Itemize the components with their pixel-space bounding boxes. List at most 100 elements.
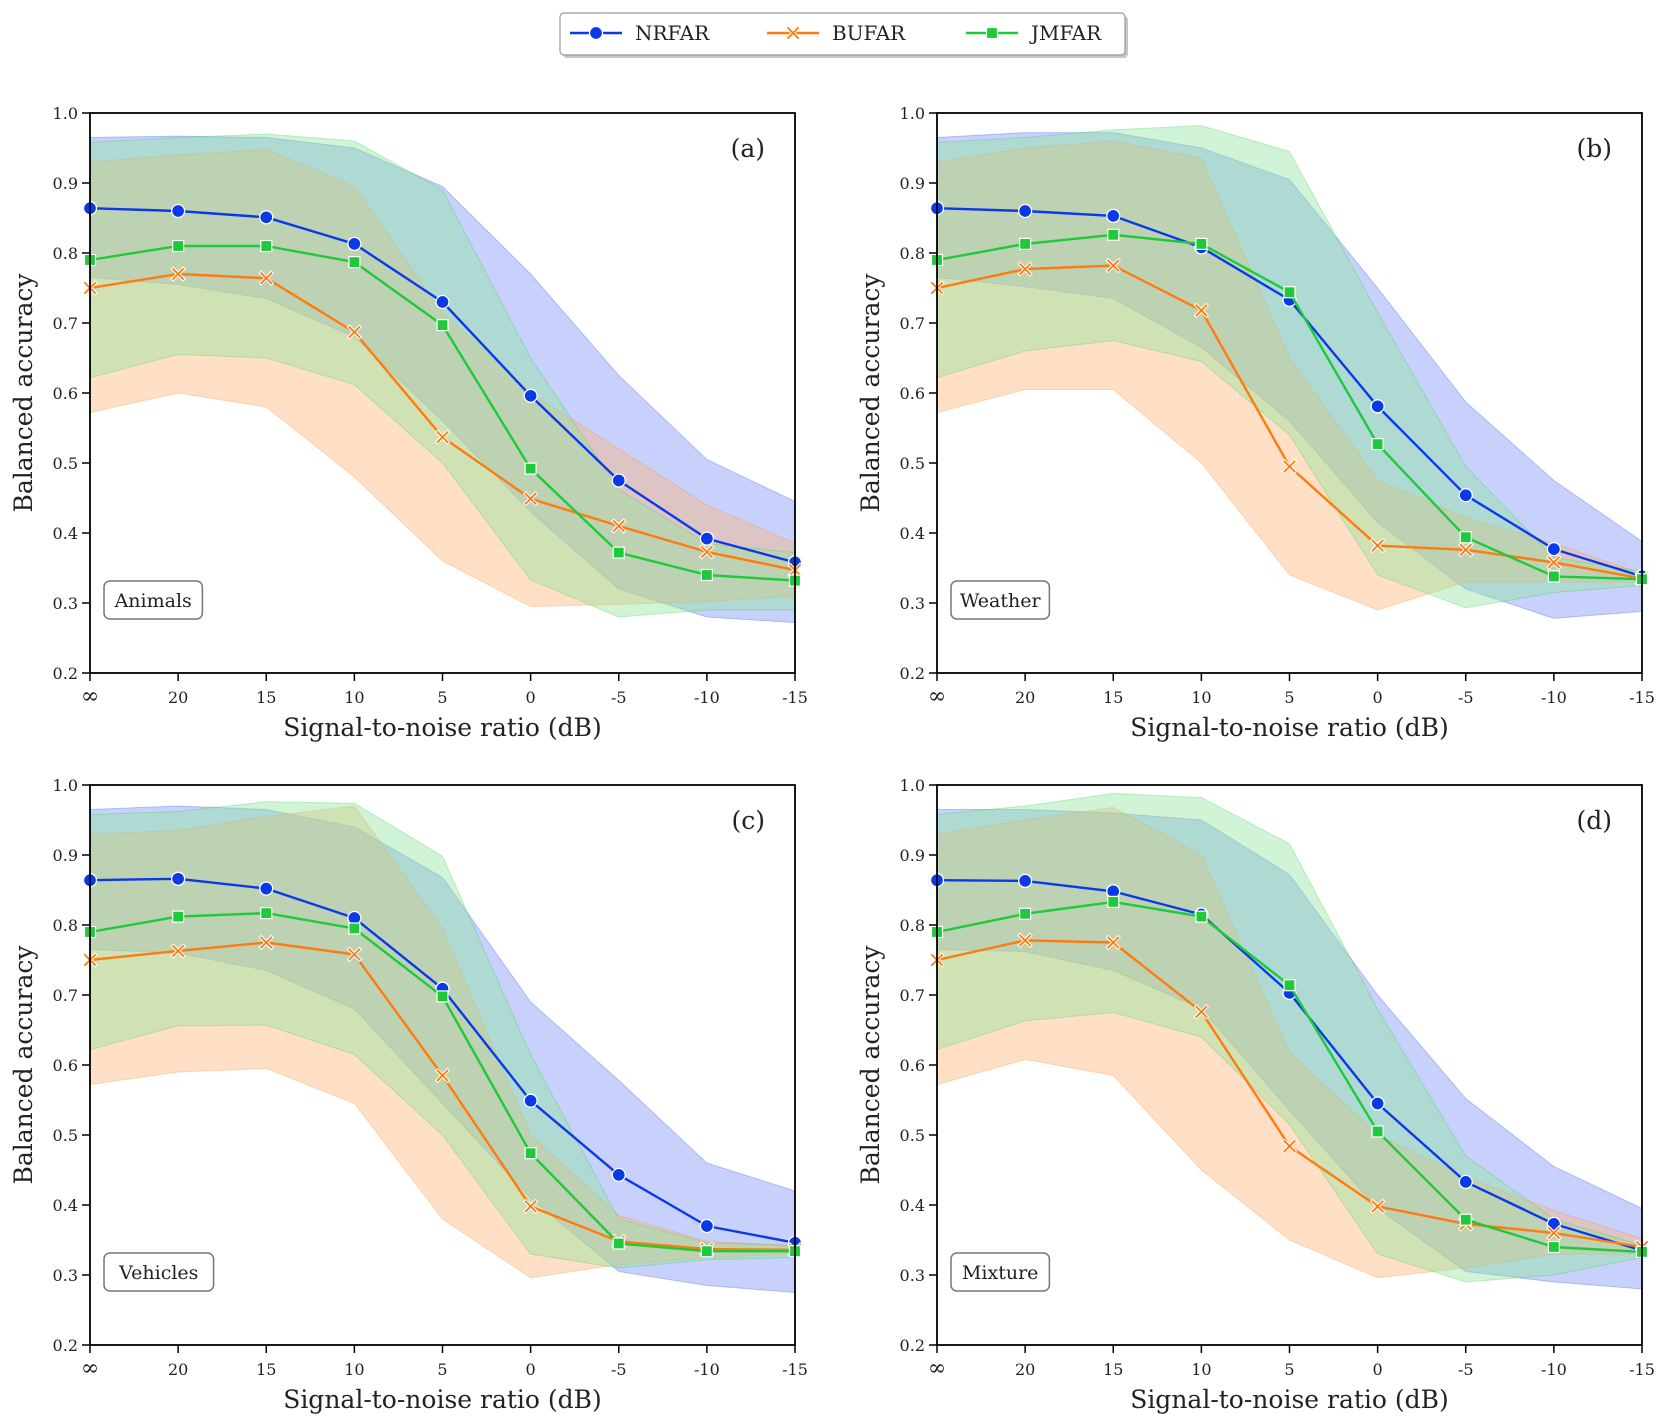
panel-a-point-nrfar-3 [347, 236, 362, 252]
panel-b: 0.2 0.3 0.4 0.5 0.6 0.7 0.8 0.9 1.0 ∞ 20 15 10 5 0 -5 -1… [856, 104, 1655, 742]
panel-b-category-text: Weather [960, 590, 1042, 612]
panel-d-y-tick-label: 0.8 [900, 916, 925, 935]
panel-a-y-tick-label: 0.4 [53, 524, 78, 543]
panel-b-x-tick-label: 20 [1015, 688, 1035, 707]
panel-c-y-tick-label: 0.5 [53, 1126, 78, 1145]
panel-a-point-jmfar-1 [172, 239, 185, 253]
panel-b-xlabel: Signal-to-noise ratio (dB) [1130, 713, 1449, 742]
panel-a-point-bufar-4 [434, 429, 451, 445]
panel-c-point-bufar-5 [522, 1198, 539, 1215]
panel-d-x-tick-label: 5 [1284, 1360, 1294, 1379]
panel-a-x-ticks: ∞ 20 15 10 5 0 -5 -10 -15 [81, 673, 808, 709]
panel-d-ylabel: Balanced accuracy [856, 945, 885, 1185]
panel-b-point-bufar-4 [1281, 458, 1298, 475]
panel-a-point-bufar-7 [699, 544, 715, 560]
panel-d-category-box [950, 1252, 1051, 1292]
panel-d-bands [936, 792, 1643, 1290]
panel-d-point-nrfar-1 [1017, 873, 1033, 889]
panel-c-point-bufar-3 [346, 946, 363, 963]
panel-b-point-jmfar-4 [1283, 286, 1296, 299]
panel-c-x-tick-label: -15 [782, 1360, 808, 1379]
panel-a-y-tick-label: 0.2 [53, 664, 78, 683]
panel-a-point-bufar-2 [258, 270, 274, 286]
panel-a-point-jmfar-7 [700, 568, 713, 582]
panel-a-point-nrfar-6 [611, 473, 626, 488]
panel-b-point-nrfar-5 [1370, 399, 1385, 414]
panel-a-x-tick-label: -15 [782, 688, 808, 707]
panel-d-y-tick-label: 0.6 [900, 1056, 925, 1075]
legend-label-bufar: BUFAR [832, 21, 906, 45]
panel-d-point-jmfar-5 [1371, 1125, 1384, 1138]
panel-b-x-ticks: ∞ 20 15 10 5 0 -5 -10 -15 [928, 673, 1655, 709]
panel-d-point-bufar-3 [1193, 1004, 1210, 1020]
panel-c-category-box [103, 1252, 215, 1292]
panel-d-category-text: Mixture [962, 1262, 1038, 1284]
panel-c-point-nrfar-7 [699, 1218, 715, 1234]
panel-c-point-jmfar-3 [348, 922, 361, 935]
panel-d-x-tick-label: ∞ [928, 1356, 946, 1381]
panel-a-series-bufar [82, 266, 803, 578]
panel-c-x-tick-label: 15 [256, 1360, 276, 1379]
panel-a-y-ticks: 0.2 0.3 0.4 0.5 0.6 0.7 0.8 0.9 1.0 [53, 104, 90, 683]
panel-a-point-bufar-6 [611, 518, 627, 534]
panel-a-category-label: Animals [103, 580, 204, 620]
panel-d-x-ticks: ∞ 20 15 10 5 0 -5 -10 -15 [928, 1345, 1655, 1381]
panel-c-x-tick-label: 5 [437, 1360, 447, 1379]
panel-a-point-nrfar-7 [699, 531, 715, 546]
panel-c-y-tick-label: 1.0 [53, 776, 78, 795]
panel-a-point-nrfar-4 [435, 294, 450, 310]
panel-a-letter: (a) [731, 134, 765, 163]
panel-a-x-tick-label: 20 [168, 688, 188, 707]
legend: NRFAR BUFAR JMFAR [559, 12, 1128, 58]
panel-c-xlabel: Signal-to-noise ratio (dB) [283, 1385, 602, 1414]
panel-d-x-tick-label: -10 [1541, 1360, 1567, 1379]
panel-c-x-ticks: ∞ 20 15 10 5 0 -5 -10 -15 [81, 1345, 808, 1381]
panel-a-category-text: Animals [114, 590, 192, 612]
panel-b-y-tick-label: 0.4 [900, 524, 925, 543]
panel-c-y-tick-label: 0.2 [53, 1336, 78, 1355]
panel-b-point-bufar-5 [1369, 537, 1386, 554]
panel-c-point-nrfar-6 [611, 1167, 626, 1183]
panel-a-point-jmfar-4 [436, 319, 449, 332]
panel-b-point-jmfar-5 [1371, 438, 1384, 451]
panel-b-y-tick-label: 0.9 [900, 174, 925, 193]
panel-b-series-jmfar [930, 228, 1649, 586]
panel-b-x-tick-label: -10 [1541, 688, 1567, 707]
panel-c-y-tick-label: 0.6 [53, 1056, 78, 1075]
panel-a-y-tick-label: 0.7 [53, 314, 78, 333]
panel-d-point-bufar-5 [1369, 1198, 1386, 1215]
panel-d-x-tick-label: 20 [1015, 1360, 1035, 1379]
panel-a-y-tick-label: 1.0 [53, 104, 78, 123]
panel-d-point-jmfar-2 [1107, 895, 1120, 909]
panel-b-point-bufar-1 [1017, 261, 1033, 277]
panel-d-y-ticks: 0.2 0.3 0.4 0.5 0.6 0.7 0.8 0.9 1.0 [900, 776, 937, 1355]
panel-c-category-label: Vehicles [103, 1252, 215, 1292]
panel-c: 0.2 0.3 0.4 0.5 0.6 0.7 0.8 0.9 1.0 ∞ 20 15 10 5 0 -5 -1… [9, 776, 808, 1414]
panel-b-point-jmfar-2 [1107, 228, 1120, 241]
panel-d-point-jmfar-1 [1019, 907, 1032, 920]
panel-d-point-bufar-1 [1017, 932, 1033, 949]
panel-c-point-jmfar-5 [524, 1147, 537, 1160]
panel-a-ylabel: Balanced accuracy [9, 273, 38, 513]
panel-a: 0.2 0.3 0.4 0.5 0.6 0.7 0.8 0.9 1.0 ∞ 20 15 10 5 0 -5 -1… [9, 104, 808, 742]
legend-item-nrfar: NRFAR [570, 21, 710, 45]
panel-c-point-bufar-2 [258, 934, 274, 951]
panel-b-y-tick-label: 0.6 [900, 384, 925, 403]
panel-d-point-jmfar-6 [1459, 1213, 1472, 1226]
panel-b-y-ticks: 0.2 0.3 0.4 0.5 0.6 0.7 0.8 0.9 1.0 [900, 104, 937, 683]
panel-d-y-tick-label: 1.0 [900, 776, 925, 795]
panel-a-y-tick-label: 0.8 [53, 244, 78, 263]
panel-a-x-tick-label: -5 [611, 688, 627, 707]
panel-b-point-bufar-2 [1105, 257, 1121, 274]
panel-a-point-jmfar-3 [348, 256, 361, 269]
panel-d-point-bufar-4 [1281, 1138, 1298, 1154]
panel-b-x-tick-label: 15 [1103, 688, 1123, 707]
panel-b-x-tick-label: -15 [1629, 688, 1655, 707]
panel-a-point-jmfar-5 [524, 462, 537, 475]
panel-c-x-tick-label: 0 [526, 1360, 536, 1379]
panel-c-point-bufar-1 [170, 943, 186, 959]
panel-a-x-tick-label: 15 [256, 688, 276, 707]
panel-b-point-nrfar-1 [1017, 203, 1033, 219]
panel-c-y-tick-label: 0.8 [53, 916, 78, 935]
legend-label-jmfar: JMFAR [1029, 21, 1102, 45]
